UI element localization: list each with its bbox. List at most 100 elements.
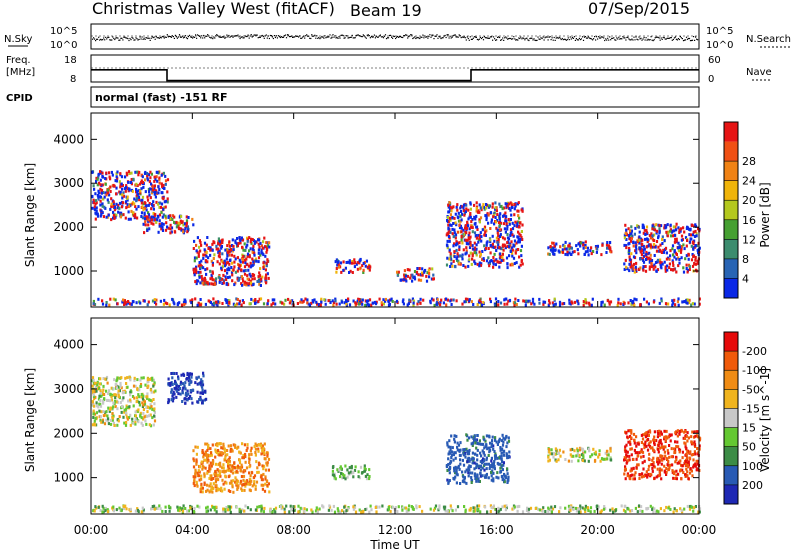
- velocity_ms-cell: [94, 385, 97, 389]
- power_db-cell: [185, 219, 189, 223]
- velocity_ms-cell: [194, 472, 197, 476]
- velocity_ms-cell: [206, 483, 209, 487]
- power_db-cell: [460, 210, 463, 213]
- noise-sample: [233, 35, 235, 37]
- power_db-cell: [163, 200, 166, 204]
- power_db-cell: [675, 239, 678, 243]
- velocity_ms-cell: [501, 478, 504, 482]
- velocity_ms-cell: [120, 376, 123, 380]
- velocity_ms-cell: [507, 478, 510, 481]
- velocity_ms-cell: [194, 381, 197, 385]
- velocity_ms-cell: [632, 466, 635, 470]
- noise-sample: [576, 39, 578, 41]
- power_db-cell: [260, 244, 263, 248]
- noise-sample: [465, 39, 467, 41]
- power_db-cell: [93, 187, 96, 191]
- noise-sample: [149, 39, 151, 41]
- velocity_ms-cell: [453, 434, 456, 438]
- velocity_ms-cell: [202, 374, 205, 378]
- velocity_ms-cell: [198, 478, 201, 482]
- velocity_ms-cell: [133, 376, 136, 380]
- power_db-cell: [95, 176, 98, 180]
- power_db-cell: [530, 302, 533, 306]
- noise-sample: [439, 36, 441, 38]
- noise-sample: [332, 34, 334, 36]
- power_db-cell: [673, 267, 676, 271]
- power_db-cell: [692, 247, 695, 251]
- power_db-cell: [101, 202, 104, 206]
- velocity_ms-cell: [503, 480, 506, 484]
- power_db-cell: [634, 226, 637, 230]
- noise-sample: [264, 35, 266, 37]
- velocity_ms-cell: [111, 418, 114, 422]
- noise-sample: [473, 36, 475, 38]
- power_db-cell: [468, 299, 471, 303]
- velocity_ms-cell: [210, 453, 213, 457]
- power_db-cell: [478, 234, 482, 238]
- noise-sample: [323, 37, 325, 39]
- power_db-cell: [558, 303, 562, 307]
- velocity_ms-cell: [251, 471, 254, 475]
- velocity_ms-cell: [109, 422, 113, 426]
- power_db-cell: [688, 233, 691, 237]
- power_db-cell: [301, 300, 304, 304]
- noise-sample: [432, 34, 434, 36]
- velocity_ms-cell: [223, 458, 226, 462]
- noise-sample: [389, 34, 392, 36]
- power_db-cell: [667, 302, 670, 306]
- velocity_ms-cell: [244, 452, 247, 456]
- power_db-cell: [482, 257, 485, 261]
- power_db-cell: [214, 281, 217, 285]
- power_db-cell: [520, 235, 523, 239]
- velocity_ms-cell: [99, 391, 102, 395]
- noise-sample: [519, 37, 521, 40]
- power_db-cell: [651, 224, 654, 228]
- power_db-cell: [688, 265, 691, 269]
- power_db-cell: [651, 227, 654, 231]
- power_db-cell: [673, 298, 676, 302]
- power_db-cell: [449, 205, 452, 209]
- power_db-cell: [654, 245, 657, 249]
- power_db-cell: [627, 301, 630, 305]
- noise-sample: [670, 37, 672, 39]
- power_db-cell: [134, 212, 137, 216]
- noise-sample: [212, 38, 214, 40]
- power_db-cell: [471, 244, 474, 248]
- power_db-cell: [661, 235, 664, 239]
- noise-sample: [304, 37, 306, 39]
- power_db-cell: [425, 279, 429, 283]
- power_db-cell: [463, 232, 466, 236]
- station-title: Christmas Valley West (fitACF): [92, 0, 335, 18]
- velocity_ms-cell: [91, 379, 94, 383]
- velocity_ms-cell: [224, 469, 227, 473]
- power_db-cell: [95, 201, 98, 205]
- velocity_ms-cell: [487, 476, 490, 480]
- velocity_ms-cell: [186, 389, 189, 393]
- power_db-cell: [478, 264, 481, 268]
- power_db-cell: [465, 207, 468, 211]
- velocity_ms-cell: [676, 461, 679, 465]
- power_db-cell: [232, 268, 235, 272]
- velocity_ms-cell: [485, 475, 488, 479]
- velocity_ms-cell: [667, 435, 670, 439]
- velocity_ms-cell: [448, 468, 451, 471]
- noise-sample: [597, 38, 599, 40]
- velocity_ms-cell: [133, 378, 136, 382]
- velocity_ms-cell: [99, 418, 102, 422]
- velocity_ms-cell: [233, 443, 236, 447]
- velocity_ms-cell: [494, 438, 497, 442]
- noise-sample: [173, 37, 175, 39]
- power_db-cell: [384, 297, 387, 301]
- power_db-cell: [509, 234, 512, 237]
- velocity_ms-cell: [476, 441, 479, 445]
- velocity_ms-cell: [484, 439, 487, 443]
- noise-sample: [369, 37, 371, 39]
- velocity_ms-cell: [102, 377, 105, 380]
- noise-sample: [223, 36, 225, 38]
- power_db-cell: [411, 273, 414, 277]
- power_db-cell: [674, 303, 677, 307]
- velocity_ms-cell: [348, 466, 351, 470]
- power_db-cell: [497, 260, 500, 264]
- noise-sample: [129, 37, 131, 40]
- noise-sample: [226, 34, 228, 36]
